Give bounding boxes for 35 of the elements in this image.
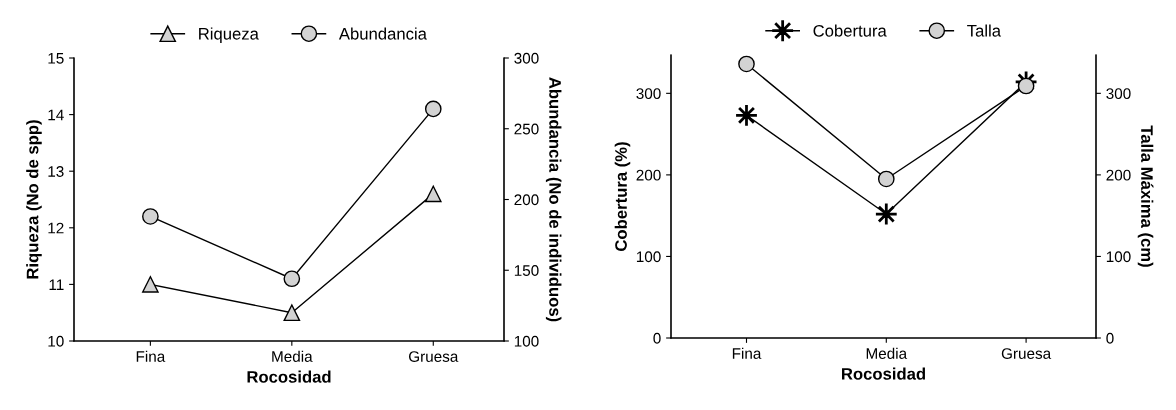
- x-tick-label: Fina: [136, 350, 166, 362]
- y2-tick-label: 200: [514, 194, 539, 206]
- x-tick-label: Gruesa: [409, 351, 459, 362]
- y2-tick-label: 300: [514, 52, 539, 64]
- y2-tick-label: 300: [1106, 88, 1131, 100]
- y-axis-title: Cobertura (%): [614, 142, 631, 251]
- x-tick-label: Gruesa: [1001, 348, 1052, 359]
- y2-axis-title: Abundancia (No de individuos): [545, 77, 562, 322]
- y-tick-label: 100: [636, 251, 661, 263]
- y2-tick-label: 100: [514, 335, 539, 347]
- legend-label: Riqueza: [199, 27, 259, 43]
- y-tick-label: 11: [49, 279, 64, 290]
- y-tick-label: 0: [653, 332, 661, 344]
- x-tick-label: Fina: [732, 347, 762, 359]
- y2-tick-label: 0: [1106, 332, 1114, 344]
- x-axis-title: Rocosidad: [842, 367, 925, 380]
- y-tick-label: 14: [48, 109, 64, 121]
- y-tick-label: 13: [48, 166, 64, 177]
- x-tick-label: Media: [866, 347, 908, 359]
- y-tick-label: 12: [48, 222, 64, 234]
- legend-label: Abundancia: [338, 27, 427, 40]
- y-tick-label: 200: [636, 169, 661, 181]
- legend-label: Talla: [967, 24, 1002, 37]
- legend-label: Cobertura: [813, 24, 887, 37]
- y-tick-label: 10: [48, 335, 64, 347]
- y2-axis-title: Talla Máxima (cm): [1137, 125, 1154, 267]
- x-axis-title: Rocosidad: [247, 370, 331, 383]
- y2-tick-label: 200: [1106, 169, 1131, 181]
- y2-tick-label: 100: [1106, 251, 1131, 263]
- y-axis-title: Riqueza (No de spp): [26, 120, 42, 279]
- y-tick-label: 300: [636, 88, 661, 100]
- y-tick-label: 15: [48, 53, 64, 64]
- y2-tick-label: 150: [514, 265, 539, 276]
- x-tick-label: Media: [272, 350, 313, 362]
- y2-tick-label: 250: [514, 123, 539, 135]
